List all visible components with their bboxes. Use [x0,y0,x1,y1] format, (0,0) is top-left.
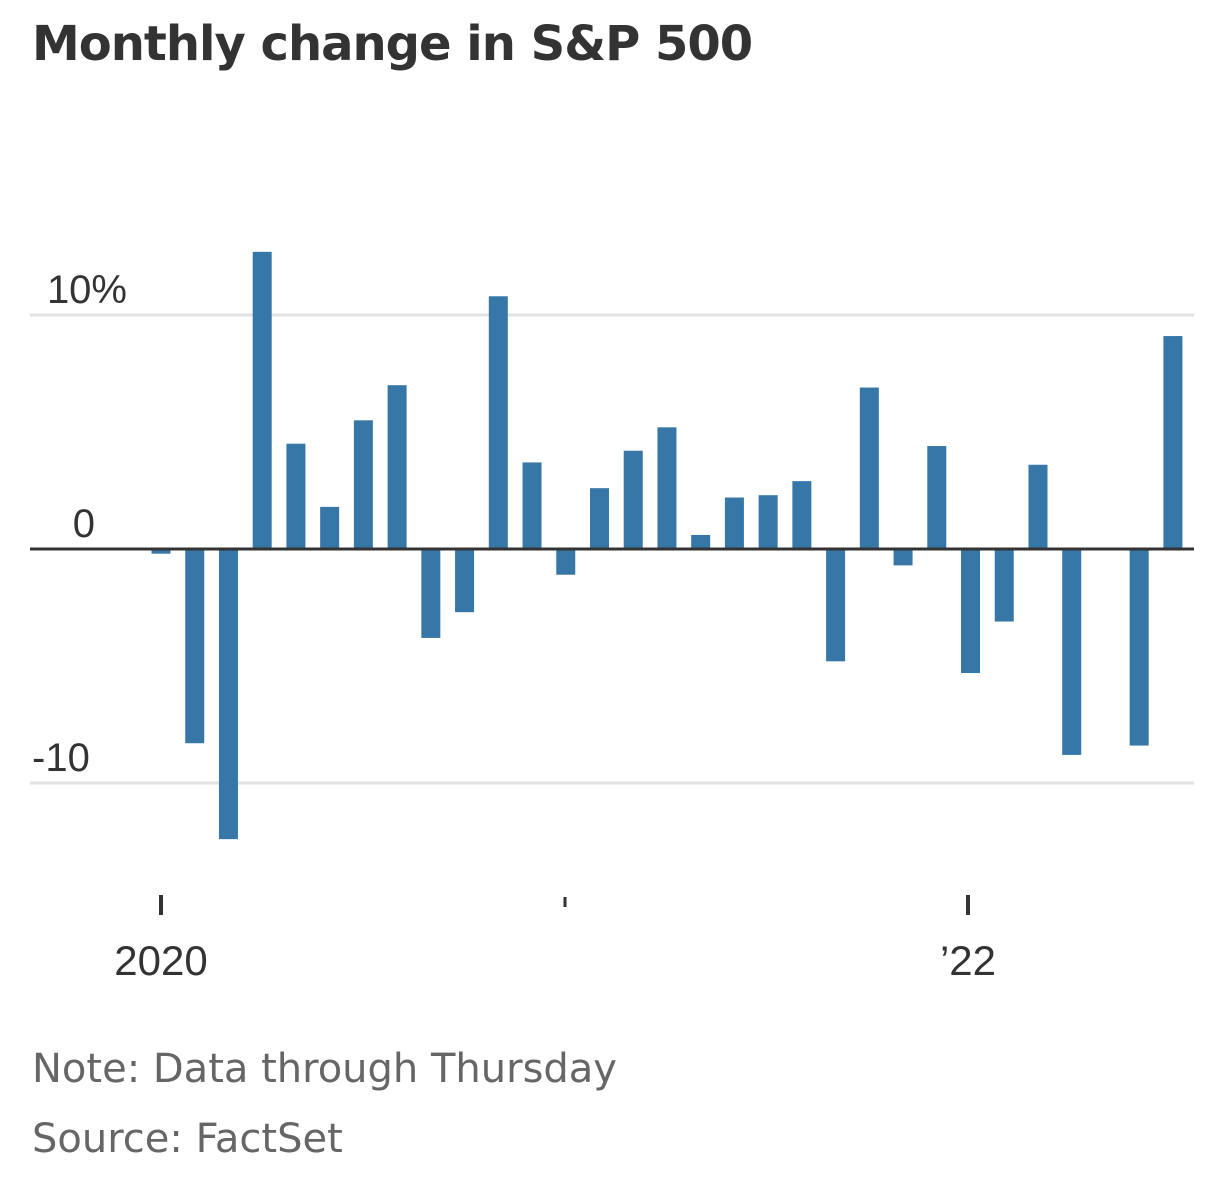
bar [421,549,441,638]
bar [859,387,879,549]
bar [1129,549,1149,746]
bar [252,251,272,549]
y-tick-labels: 10% 0 -10 [32,268,127,780]
bars [151,251,1183,840]
bar [185,549,205,744]
bar [218,549,238,840]
footer-note: Note: Data through Thursday [32,1046,617,1092]
bar [589,488,609,549]
bar [994,549,1014,622]
bar [961,549,981,674]
bar [488,296,508,549]
bar [1163,336,1183,549]
bar [455,549,475,613]
bar [320,506,340,549]
bar [286,443,306,549]
y-tick-label: 10% [47,268,127,312]
bar [724,497,744,549]
bar [691,534,711,549]
bar [151,549,171,554]
y-tick-label: 0 [73,502,95,546]
bar [927,446,947,549]
x-tick-label: ’22 [940,937,996,984]
bar [556,549,576,575]
bar [353,420,373,549]
x-tick-label: 2020 [114,937,207,984]
bar [826,549,846,662]
bar [1062,549,1082,755]
bar [893,549,913,566]
bar [657,427,677,549]
chart-title: Monthly change in S&P 500 [32,16,753,72]
bar [792,481,812,549]
footer-source: Source: FactSet [32,1116,343,1162]
bar [522,462,542,549]
bar [387,385,407,549]
x-axis-ticks: 2020 ’22 [114,895,996,984]
bar [623,450,643,549]
y-tick-label: -10 [32,736,90,780]
bar [758,495,778,549]
bar [1028,464,1048,549]
